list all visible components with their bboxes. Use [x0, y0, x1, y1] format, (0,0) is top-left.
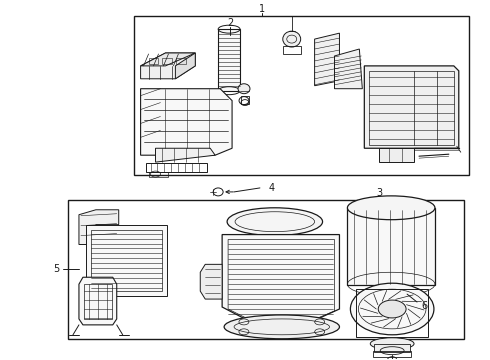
- Polygon shape: [222, 235, 340, 319]
- Text: 6: 6: [421, 301, 427, 311]
- Bar: [68, 200, 464, 339]
- Bar: [218, 29, 240, 91]
- Ellipse shape: [350, 283, 434, 335]
- Polygon shape: [79, 210, 119, 244]
- Bar: [84, 284, 112, 319]
- Ellipse shape: [370, 338, 414, 350]
- Text: 3: 3: [376, 188, 382, 198]
- Bar: [134, 16, 469, 175]
- Bar: [148, 58, 158, 64]
- Bar: [91, 230, 163, 291]
- Bar: [369, 71, 454, 145]
- Bar: [148, 172, 169, 177]
- Polygon shape: [141, 53, 196, 66]
- Ellipse shape: [347, 196, 435, 220]
- Polygon shape: [79, 277, 117, 325]
- Text: 5: 5: [53, 264, 59, 274]
- Ellipse shape: [227, 208, 322, 235]
- Polygon shape: [155, 148, 215, 162]
- Polygon shape: [175, 53, 196, 79]
- Bar: [146, 163, 207, 172]
- Ellipse shape: [283, 31, 301, 47]
- Text: 4: 4: [269, 183, 275, 193]
- Text: 2: 2: [227, 18, 233, 28]
- Polygon shape: [379, 148, 414, 162]
- Polygon shape: [335, 49, 362, 89]
- Ellipse shape: [238, 84, 250, 94]
- Bar: [86, 225, 168, 296]
- Bar: [373, 351, 411, 357]
- Bar: [374, 344, 410, 352]
- Polygon shape: [141, 89, 232, 155]
- Bar: [163, 58, 172, 64]
- Polygon shape: [315, 33, 340, 86]
- Text: 1: 1: [259, 4, 265, 14]
- Bar: [283, 46, 301, 54]
- Bar: [347, 208, 435, 285]
- Ellipse shape: [224, 315, 340, 339]
- Ellipse shape: [378, 300, 406, 318]
- Bar: [356, 289, 428, 337]
- Bar: [241, 96, 249, 104]
- Bar: [176, 58, 186, 64]
- Polygon shape: [141, 53, 196, 79]
- Polygon shape: [365, 66, 459, 148]
- Polygon shape: [200, 264, 222, 299]
